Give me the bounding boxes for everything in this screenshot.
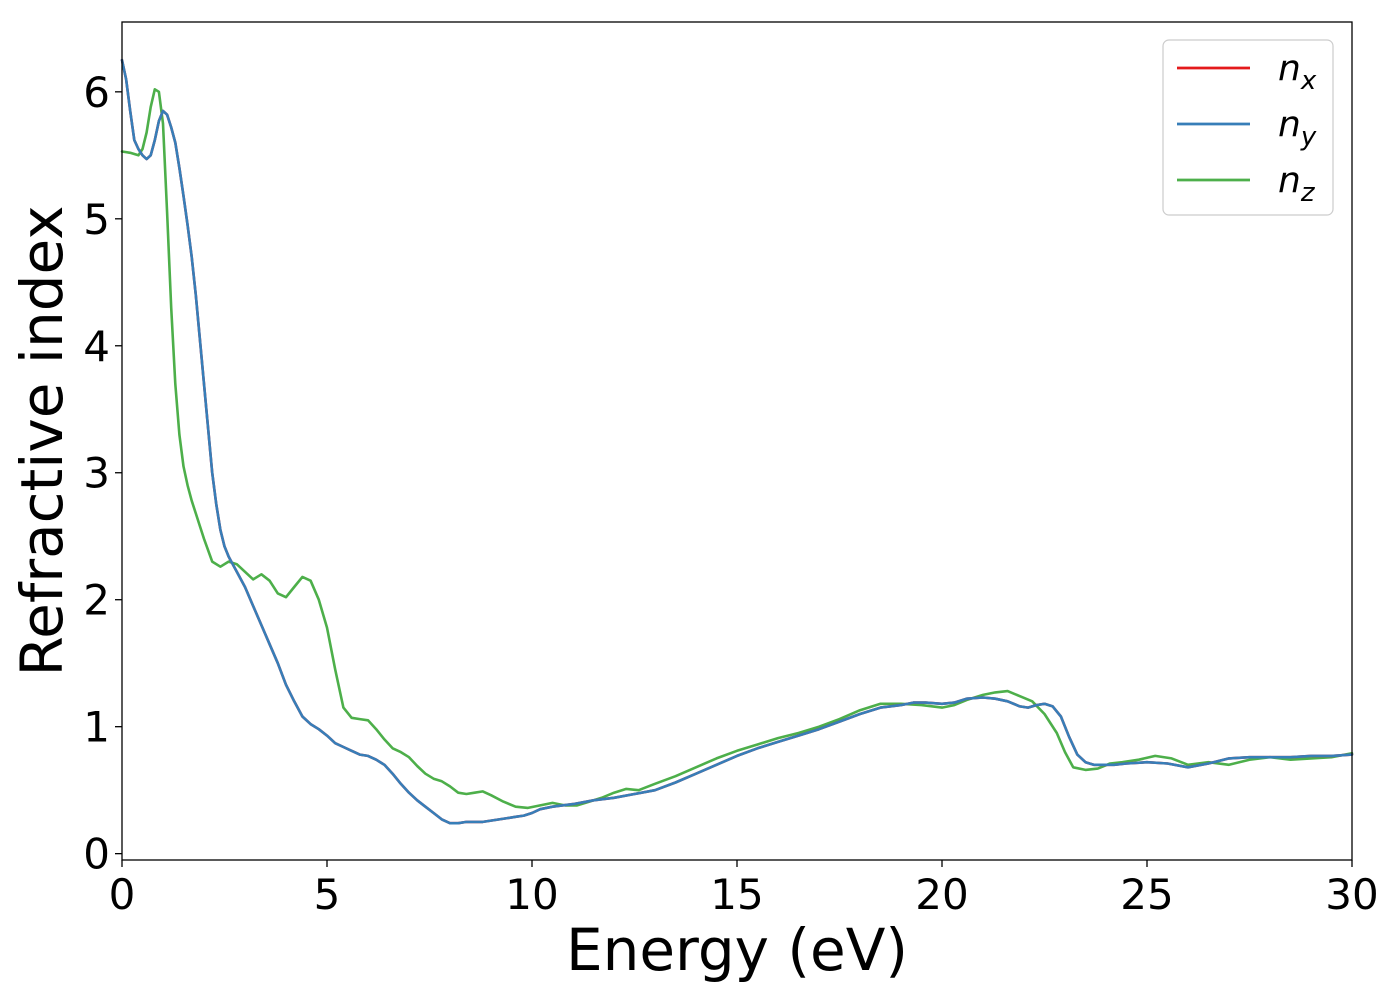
legend: nx ny nz: [1162, 39, 1334, 216]
y-tick-label: 3: [83, 449, 110, 498]
y-tick-label: 1: [83, 703, 110, 752]
legend-items: nx ny nz: [1177, 48, 1317, 208]
y-tick-label: 5: [83, 195, 110, 244]
legend-box: [1162, 39, 1334, 216]
y-tick-label: 0: [83, 830, 110, 879]
y-tick-label: 2: [83, 576, 110, 625]
legend-label-n-z: nz: [1278, 160, 1316, 208]
y-axis-title: Refractive index: [8, 205, 76, 676]
y-ticks: 0 1 2 3 4 5 6: [83, 68, 122, 879]
x-tick-label: 25: [1120, 870, 1173, 919]
y-tick-label: 4: [83, 322, 110, 371]
legend-label-n-y: ny: [1278, 104, 1317, 152]
series-line-n-y: [120, 58, 1354, 825]
x-ticks: 0 5 10 15 20 25 30: [109, 860, 1379, 919]
x-axis-title: Energy (eV): [566, 916, 908, 984]
x-tick-label: 20: [915, 870, 968, 919]
x-tick-label: 5: [314, 870, 341, 919]
y-tick-label: 6: [83, 68, 110, 117]
series-line-n-z: [120, 88, 1354, 810]
x-tick-label: 10: [505, 870, 558, 919]
x-tick-label: 30: [1325, 870, 1378, 919]
series-layer: [120, 58, 1354, 825]
plot-background: [122, 22, 1352, 860]
legend-label-n-x: nx: [1278, 48, 1317, 96]
x-tick-label: 15: [710, 870, 763, 919]
x-tick-label: 0: [109, 870, 136, 919]
